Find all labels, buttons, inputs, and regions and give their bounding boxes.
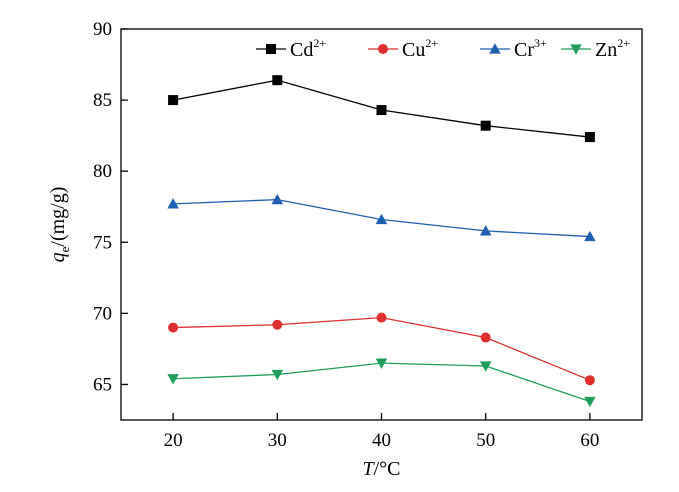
x-tick-label: 40 bbox=[372, 430, 391, 451]
data-point-zn bbox=[479, 361, 492, 372]
data-point-zn bbox=[271, 369, 284, 381]
legend-label-cd: Cd2+ bbox=[290, 36, 326, 61]
x-tick-label: 50 bbox=[476, 430, 495, 451]
series-line-cu bbox=[173, 316, 591, 381]
y-tick-label: 70 bbox=[93, 303, 112, 324]
data-point-cd bbox=[480, 120, 491, 131]
x-tick-label: 20 bbox=[164, 430, 183, 451]
y-tick-label: 85 bbox=[93, 90, 112, 111]
data-point-cr bbox=[167, 198, 179, 209]
data-point-cd bbox=[376, 105, 387, 116]
x-axis-label: T/°C bbox=[362, 458, 400, 480]
data-point-cr bbox=[479, 225, 492, 236]
data-point-cu bbox=[168, 322, 179, 333]
data-point-zn bbox=[584, 396, 596, 408]
legend-label-cr: Cr3+ bbox=[514, 36, 547, 61]
legend-marker-zn bbox=[570, 44, 582, 55]
y-tick-label: 80 bbox=[93, 161, 112, 182]
data-point-zn bbox=[167, 374, 179, 385]
data-point-cd bbox=[272, 75, 283, 86]
data-point-zn bbox=[375, 358, 388, 369]
y-tick-label: 75 bbox=[93, 232, 112, 253]
data-point-cu bbox=[376, 312, 387, 323]
legend-marker-cu bbox=[378, 44, 388, 54]
data-point-cu bbox=[480, 332, 491, 343]
y-tick-label: 65 bbox=[93, 374, 112, 395]
series-line-zn bbox=[173, 362, 591, 403]
y-axis-label: qe/(mg/g) bbox=[47, 187, 72, 263]
data-point-cu bbox=[584, 375, 595, 386]
y-tick-label: 90 bbox=[93, 19, 112, 40]
legend-marker-cr bbox=[489, 43, 501, 54]
x-tick-label: 30 bbox=[268, 430, 287, 451]
data-point-cd bbox=[584, 132, 595, 143]
data-point-cu bbox=[272, 319, 283, 330]
legend-label-zn: Zn2+ bbox=[595, 36, 630, 61]
legend-label-cu: Cu2+ bbox=[402, 36, 438, 61]
data-point-cr bbox=[375, 213, 388, 225]
data-point-cr bbox=[584, 230, 596, 242]
legend-marker-cd bbox=[266, 44, 276, 54]
data-point-cr bbox=[271, 193, 284, 205]
x-tick-label: 60 bbox=[580, 430, 599, 451]
data-point-cd bbox=[168, 95, 179, 106]
